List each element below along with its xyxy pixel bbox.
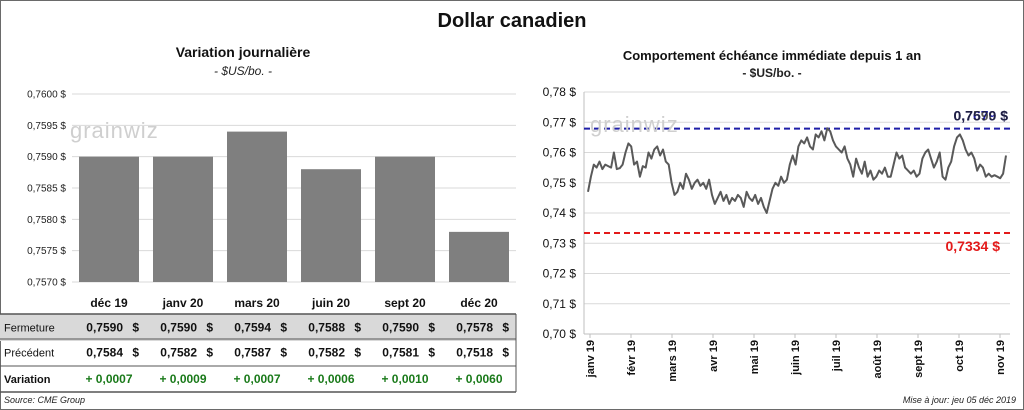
table-cell: + 0,0006 [307,372,354,386]
bar [227,131,287,282]
line-chart: 0,70 $ 0,71 $ 0,72 $ 0,73 $ 0,74 $ 0,75 $ 0,76… [543,85,1010,382]
x-tick-label: août 19 [872,340,884,379]
y-tick-label: 0,73 $ [543,236,577,250]
x-tick-label: juin 19 [790,340,802,376]
right-panel-title: Comportement échéance immédiate depuis 1… [622,48,922,63]
x-tick-label: avr 19 [708,340,720,372]
y-tick-label: 0,7585 $ [27,184,66,195]
x-tick-label: oct 19 [954,340,966,372]
table-cell: 0,7518 [456,346,493,360]
y-tick-label: 0,75 $ [543,176,577,190]
table-cell: + 0,0007 [85,372,132,386]
left-panel-title: Variation journalière [175,44,311,60]
table-cell-unit: $ [132,346,139,360]
low-value-label: 0,7334 $ [946,238,1001,254]
table-cell: 0,7578 [456,321,493,335]
x-tick-label: sept 19 [913,340,925,378]
table-cell: 0,7587 [234,346,271,360]
bar [79,156,139,282]
y-tick-label: 0,77 $ [543,115,577,129]
y-tick-label: 0,74 $ [543,206,577,220]
table-row-label: Fermeture [4,323,55,335]
table-cell: 0,7582 [308,346,345,360]
watermark-left: grainwiz [70,118,159,143]
price-series-line [587,127,1007,214]
table-cell: 0,7581 [382,346,419,360]
last-value-label: 0,7590 $ [954,108,1009,124]
left-panel-subtitle: - $US/bo. - [213,64,273,78]
table-cell: 0,7584 [86,346,123,360]
category-label: mars 20 [234,296,280,310]
y-tick-label: 0,7570 $ [27,278,66,289]
table-cell-unit: $ [280,346,287,360]
category-label: juin 20 [311,296,350,310]
y-tick-label: 0,7590 $ [27,152,66,163]
y-tick-label: 0,70 $ [543,327,577,341]
table-cell-unit: $ [502,321,509,335]
category-label: déc 19 [90,296,128,310]
table-cell: + 0,0060 [455,372,502,386]
table-cell-unit: $ [428,321,435,335]
bar [449,231,509,282]
category-label: déc 20 [460,296,498,310]
table-cell-unit: $ [354,346,361,360]
y-tick-label: 0,72 $ [543,267,577,281]
page-title: Dollar canadien [437,10,587,32]
y-tick-label: 0,78 $ [543,85,577,99]
x-tick-label: janv 19 [585,340,597,378]
table-cell-unit: $ [206,321,213,335]
y-tick-label: 0,7600 $ [27,90,66,101]
bar-chart: 0,7570 $ 0,7575 $ 0,7580 $ 0,7585 $ 0,7590 $… [0,90,517,393]
table-cell: + 0,0009 [159,372,206,386]
category-label: janv 20 [162,296,204,310]
table-row-label: Variation [4,374,51,386]
right-panel-subtitle: - $US/bo. - [742,66,802,80]
x-tick-label: nov 19 [995,340,1007,375]
table-cell: 0,7582 [160,346,197,360]
category-label: sept 20 [384,296,426,310]
watermark-right: grainwiz [590,112,679,137]
table-row-shade [0,314,516,341]
table-cell: 0,7590 [382,321,419,335]
x-tick-label: juil 19 [831,340,843,372]
x-tick-label: févr 19 [626,340,638,375]
table-cell-unit: $ [206,346,213,360]
x-tick-label: mars 19 [667,340,679,382]
table-cell-unit: $ [502,346,509,360]
table-row-label: Précédent [4,348,54,360]
x-tick-label: mai 19 [749,340,761,374]
bar [375,156,435,282]
table-cell: 0,7590 [160,321,197,335]
table-cell: + 0,0007 [233,372,280,386]
high-value-label: 0,7679 $ [954,108,1009,124]
y-tick-label: 0,7595 $ [27,121,66,132]
table-cell: 0,7594 [234,321,271,335]
table-cell-unit: $ [428,346,435,360]
table-cell-unit: $ [280,321,287,335]
table-cell: 0,7588 [308,321,345,335]
y-tick-label: 0,76 $ [543,146,577,160]
y-tick-label: 0,7580 $ [27,215,66,226]
table-cell-unit: $ [354,321,361,335]
table-cell: 0,7590 [86,321,123,335]
table-cell-unit: $ [132,321,139,335]
bar [301,169,361,282]
y-tick-label: 0,7575 $ [27,246,66,257]
bar [153,156,213,282]
y-tick-label: 0,71 $ [543,297,577,311]
update-note: Mise à jour: jeu 05 déc 2019 [902,395,1016,405]
table-cell: + 0,0010 [381,372,428,386]
source-note: Source: CME Group [4,395,86,405]
